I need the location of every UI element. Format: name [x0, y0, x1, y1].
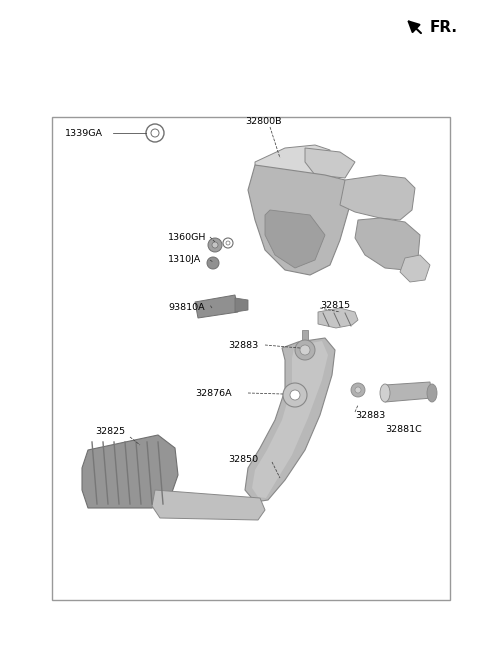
Polygon shape [340, 175, 415, 220]
Polygon shape [152, 490, 265, 520]
Circle shape [146, 124, 164, 142]
Circle shape [290, 390, 300, 400]
Circle shape [151, 129, 159, 137]
Circle shape [283, 383, 307, 407]
Text: 32883: 32883 [355, 411, 385, 420]
Text: 32881C: 32881C [385, 426, 422, 434]
Polygon shape [248, 165, 350, 275]
Text: 32815: 32815 [320, 300, 350, 309]
Circle shape [351, 383, 365, 397]
Circle shape [212, 242, 218, 248]
Circle shape [223, 238, 233, 248]
Circle shape [208, 238, 222, 252]
Polygon shape [305, 148, 355, 178]
Text: FR.: FR. [430, 20, 458, 35]
Polygon shape [252, 341, 328, 498]
Text: 1360GH: 1360GH [168, 233, 206, 242]
Text: 32883: 32883 [228, 340, 258, 350]
Circle shape [207, 257, 219, 269]
Bar [302, 330, 308, 352]
Polygon shape [195, 295, 238, 318]
Polygon shape [82, 435, 178, 508]
Text: 1310JA: 1310JA [168, 256, 201, 265]
Text: 32850: 32850 [228, 455, 258, 464]
Circle shape [300, 345, 310, 355]
Text: 1339GA: 1339GA [65, 129, 103, 137]
Polygon shape [255, 145, 330, 178]
Polygon shape [400, 255, 430, 282]
Polygon shape [385, 382, 432, 402]
Text: 93810A: 93810A [168, 304, 204, 313]
Circle shape [295, 340, 315, 360]
Text: 32825: 32825 [95, 428, 125, 436]
Ellipse shape [380, 384, 390, 402]
Polygon shape [355, 218, 420, 270]
Circle shape [355, 387, 361, 393]
Bar [52, 117, 450, 600]
Polygon shape [318, 308, 358, 328]
Circle shape [226, 241, 230, 245]
Text: 32800B: 32800B [245, 118, 281, 127]
Polygon shape [265, 210, 325, 268]
Ellipse shape [427, 384, 437, 402]
Text: 32876A: 32876A [195, 388, 232, 397]
Polygon shape [235, 298, 248, 312]
Polygon shape [245, 338, 335, 502]
